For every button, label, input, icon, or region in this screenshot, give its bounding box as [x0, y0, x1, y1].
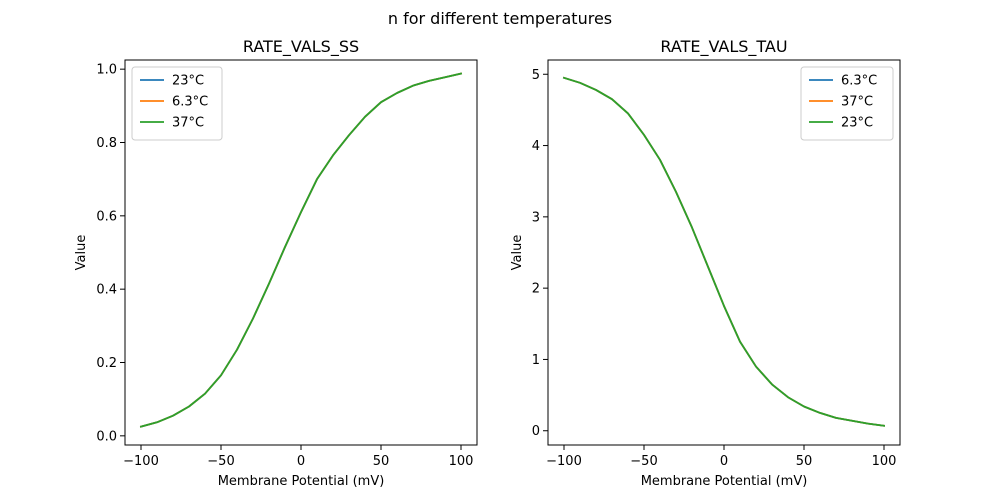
legend-label-0: 23°C: [172, 74, 204, 89]
panel-title: RATE_VALS_TAU: [660, 37, 787, 57]
legend-label-1: 37°C: [841, 95, 873, 110]
x-tick-label: −100: [546, 454, 582, 469]
y-tick-label: 2: [532, 282, 540, 297]
x-tick-label: −50: [207, 454, 234, 469]
y-tick-label: 3: [532, 210, 540, 225]
y-tick-label: 4: [532, 139, 540, 154]
x-axis-label: Membrane Potential (mV): [641, 474, 808, 489]
y-tick-label: 1.0: [96, 63, 117, 78]
x-tick-label: −100: [123, 454, 159, 469]
y-tick-label: 0: [532, 424, 540, 439]
legend-label-2: 23°C: [841, 116, 873, 131]
y-axis-label: Value: [510, 235, 525, 271]
x-tick-label: 0: [720, 454, 728, 469]
y-tick-label: 0.2: [96, 356, 117, 371]
y-axis-label: Value: [74, 235, 89, 271]
series-line-2: [139, 72, 463, 428]
x-tick-label: 50: [796, 454, 813, 469]
x-tick-label: 0: [297, 454, 305, 469]
legend: 6.3°C 37°C 23°C: [800, 66, 894, 141]
panel-rate-vals-ss: RATE_VALS_SS −100 −50 0 50 100 0.0 0.2 0.4 0.6 0.8…: [74, 37, 478, 489]
legend: 23°C 6.3°C 37°C: [131, 66, 223, 141]
legend-label-2: 37°C: [172, 116, 204, 131]
x-axis-label: Membrane Potential (mV): [218, 474, 385, 489]
y-tick-label: 0.6: [96, 209, 117, 224]
panel-title: RATE_VALS_SS: [243, 37, 359, 57]
legend-label-1: 6.3°C: [172, 95, 208, 110]
x-tick-label: 100: [449, 454, 474, 469]
y-tick-label: 0.8: [96, 136, 117, 151]
y-tick-label: 5: [532, 68, 540, 83]
x-tick-label: 100: [872, 454, 897, 469]
figure-suptitle: n for different temperatures: [388, 9, 612, 28]
panel-rate-vals-tau: RATE_VALS_TAU −100 −50 0 50 100 0 1 2 3 4 5 Membrane…: [510, 37, 901, 489]
y-tick-label: 0.4: [96, 283, 117, 298]
y-tick-label: 1: [532, 353, 540, 368]
x-tick-label: −50: [630, 454, 657, 469]
x-tick-label: 50: [373, 454, 390, 469]
series-line-2: [562, 76, 886, 427]
legend-label-0: 6.3°C: [841, 74, 877, 89]
y-tick-label: 0.0: [96, 429, 117, 444]
